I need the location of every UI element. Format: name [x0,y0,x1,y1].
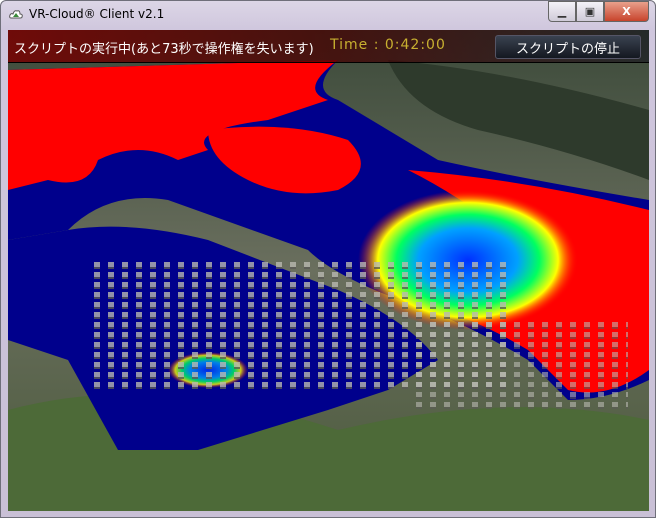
flood-zone-high-west [8,60,338,190]
minimize-button[interactable]: ▁ [548,1,576,22]
maximize-icon: ▣ [584,5,596,18]
script-status-message: スクリプトの実行中(あと73秒で操作権を失います) [14,42,314,57]
script-banner: スクリプトの実行中(あと73秒で操作権を失います) スクリプトの停止 [8,30,649,63]
time-overlay: Time : 0:42:00 [330,37,446,53]
flood-zone-high-center [208,126,361,194]
maximize-button[interactable]: ▣ [576,1,604,22]
window-title: VR-Cloud® Client v2.1 [29,7,165,21]
title-bar: VR-Cloud® Client v2.1 [9,7,164,21]
stop-script-button[interactable]: スクリプトの停止 [495,35,641,59]
app-cloud-icon [9,10,23,19]
mountain [388,60,649,180]
close-button[interactable]: X [604,1,649,22]
3d-viewport[interactable]: スクリプトの実行中(あと73秒で操作権を失います) スクリプトの停止 Time … [8,30,649,511]
flood-simulation-map [8,30,649,511]
buildings-east [408,320,628,410]
minimize-icon: ▁ [557,5,567,18]
close-icon: X [622,5,631,18]
